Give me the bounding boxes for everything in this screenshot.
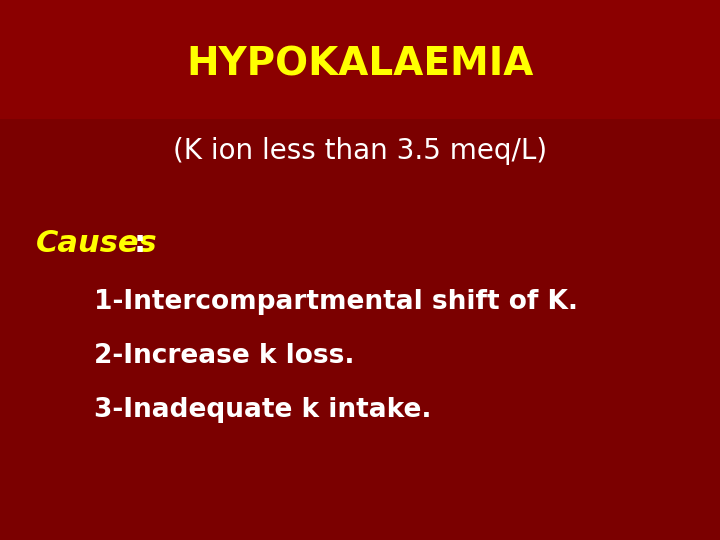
Text: Causes: Causes [36,228,158,258]
Text: :: : [133,228,145,258]
Text: 3-Inadequate k intake.: 3-Inadequate k intake. [94,397,431,423]
Text: 2-Increase k loss.: 2-Increase k loss. [94,343,354,369]
Text: 1-Intercompartmental shift of K.: 1-Intercompartmental shift of K. [94,289,577,315]
FancyBboxPatch shape [0,0,720,119]
Text: (K ion less than 3.5 meq/L): (K ion less than 3.5 meq/L) [173,137,547,165]
Text: HYPOKALAEMIA: HYPOKALAEMIA [186,46,534,84]
